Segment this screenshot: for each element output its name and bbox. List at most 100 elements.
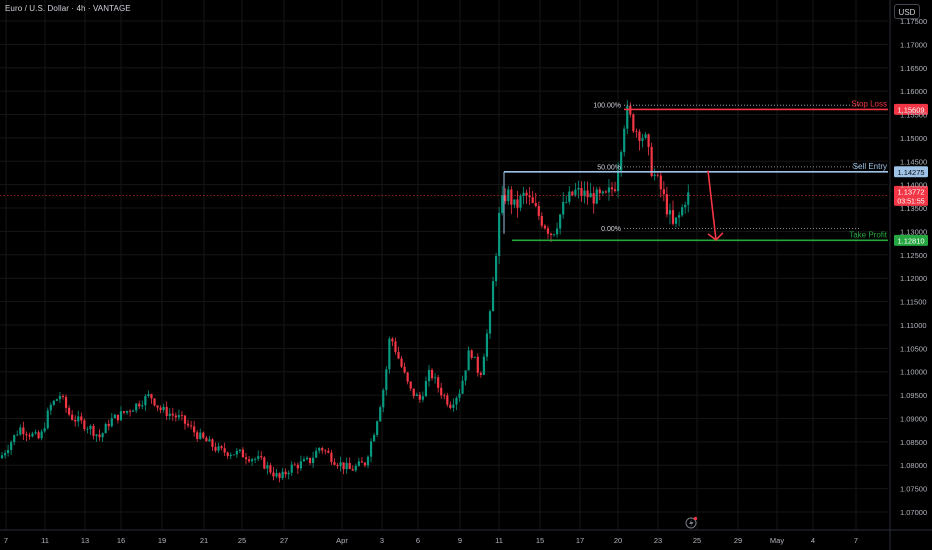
candle-body [98,434,101,438]
candle-body [607,187,611,193]
candle-body [488,311,492,334]
candle-body [409,381,412,389]
candle-body [406,372,409,382]
price-tick-label: 1.14500 [900,157,927,166]
candle-body [531,197,534,203]
candle-body [485,333,489,357]
price-tick-label: 1.08000 [900,461,927,470]
candle-body [495,256,498,282]
candle-body [684,204,687,208]
candle-body [104,423,107,434]
price-axis[interactable]: 1.17500 1.17000 1.16500 1.16000 1.15500 1.150… [889,0,927,550]
time-tick-label: 19 [158,536,166,545]
time-tick-label: 11 [41,536,49,545]
candle-body [437,377,440,388]
candle-body [687,192,690,205]
candle-body [34,432,37,434]
candle-body [498,212,501,257]
candle-body [196,432,199,439]
candle-body [269,465,272,473]
price-tick-label: 1.08500 [900,438,927,447]
candle-body [403,366,406,373]
candle-body [235,450,238,455]
candle-body [116,414,119,421]
candle-body [336,464,339,467]
candle-body [254,458,257,460]
price-tick-label: 1.15500 [900,111,927,120]
candle-body [180,415,184,416]
candle-body [77,416,80,422]
time-tick-label: Apr [336,536,348,545]
time-tick-label: 7 [854,536,858,545]
candle-body [31,433,34,437]
candle-body [565,201,568,203]
candle-body [61,396,65,397]
candle-body [504,195,507,202]
time-axis[interactable]: 7 11 13 16 19 21 25 27 Apr 3 6 9 11 15 17 20 23 25 29 May 4 7 [0,529,932,545]
candle-body [241,449,245,458]
candle-body [681,207,684,216]
candle-body [397,351,400,359]
candle-body [357,461,360,466]
candle-body [617,170,620,192]
candle-body [86,429,89,430]
candle-body [159,407,162,410]
candle-body [348,463,351,470]
candle-body [647,134,650,147]
price-tick-label: 1.11500 [900,298,927,307]
candle-body [80,416,83,421]
candle-body [244,457,248,460]
candle-body [205,437,208,442]
candle-body [665,194,668,215]
candle-body [394,341,397,352]
candle-body [232,454,235,456]
candle-body [470,350,473,358]
time-tick-label: 3 [380,536,384,545]
candle-body [186,423,190,426]
candle-body [238,449,241,451]
candle-body [458,393,461,398]
candle-body [202,432,205,438]
candle-body [327,450,330,453]
candle-body [125,410,129,413]
candle-body [299,461,302,469]
time-tick-label: 6 [416,536,420,545]
candle-body [379,407,382,422]
candle-body [132,410,135,412]
time-tick-label: 20 [614,536,622,545]
candle-body [446,395,449,405]
candle-body [71,414,74,420]
lightning-icon[interactable] [685,516,698,529]
candle-body [427,369,431,382]
price-tag-label: 1.15609 [897,105,924,114]
candle-body [153,398,156,406]
candles [0,100,690,483]
candle-body [321,448,324,451]
price-tick-label: 1.07500 [900,485,927,494]
currency-button[interactable]: USD [894,4,920,19]
candle-body [122,411,126,413]
candle-body [577,188,580,190]
candle-body [110,418,113,427]
candle-body [64,396,68,408]
candle-body [543,225,546,229]
candle-body [226,452,229,457]
candle-body [318,448,321,451]
candle-body [391,338,394,342]
price-tick-label: 1.12500 [900,251,927,260]
candle-body [656,174,659,176]
candle-body [217,446,220,451]
candle-body [293,464,296,466]
candle-body [174,415,177,418]
last-price-tag: 1.13772 03:51:55 [894,185,928,206]
candle-body [278,473,281,479]
candle-body [461,380,464,394]
price-tag: 1.12810 [894,234,928,246]
price-tag-bg [894,234,928,246]
candle-body [491,281,495,312]
candle-body [610,187,614,190]
candle-body [101,433,104,438]
candle-body [208,439,211,442]
candle-body [229,454,232,457]
